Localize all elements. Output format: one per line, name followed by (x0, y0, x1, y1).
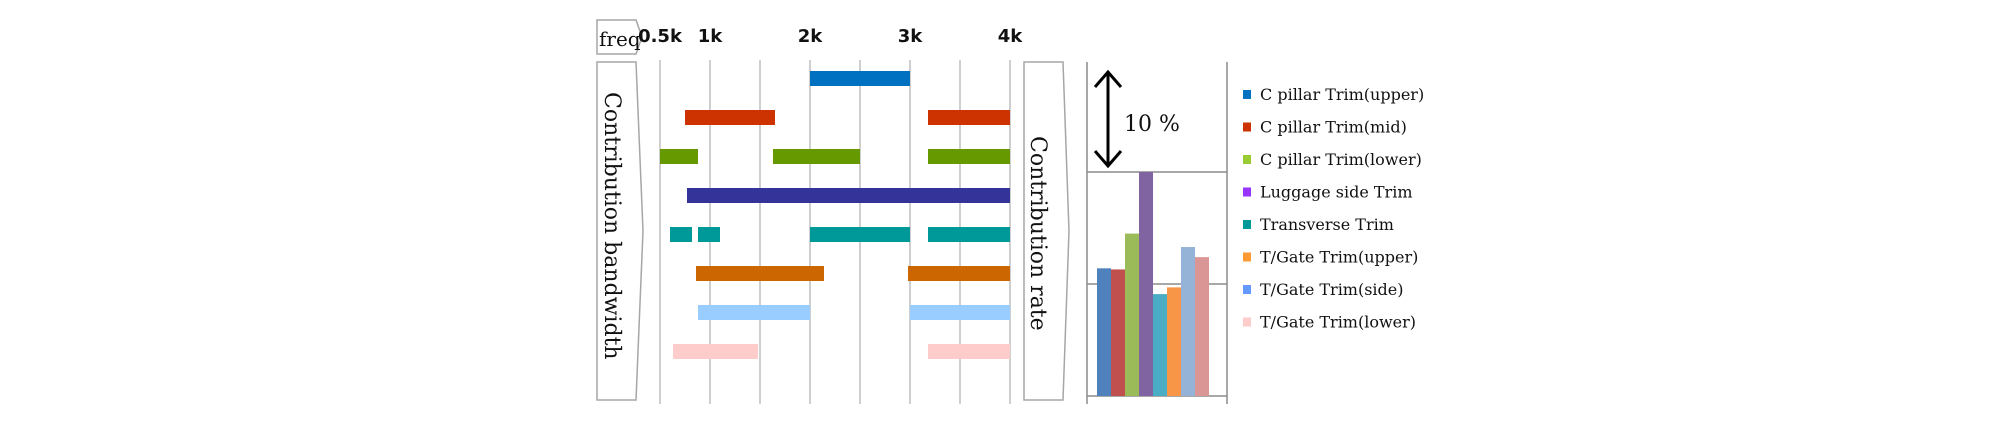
legend-swatch-c-pillar-trim-upper (1243, 90, 1251, 99)
range-bar-t-gate-trim-upper (696, 266, 824, 281)
range-bar-c-pillar-trim-lower (928, 149, 1010, 164)
rate-axis-label: Contribution rate (1025, 136, 1050, 331)
range-bar-t-gate-trim-lower (928, 344, 1010, 359)
legend-label-c-pillar-trim-lower: C pillar Trim(lower) (1260, 150, 1422, 169)
legend-label-t-gate-trim-lower: T/Gate Trim(lower) (1260, 313, 1416, 332)
rate-bar-luggage-side-trim (1139, 172, 1153, 396)
legend-swatch-t-gate-trim-lower (1243, 317, 1251, 327)
legend-label-c-pillar-trim-upper: C pillar Trim(upper) (1260, 85, 1424, 104)
legend-swatch-t-gate-trim-side (1243, 285, 1251, 294)
range-bar-t-gate-trim-lower (673, 344, 758, 359)
range-bar-c-pillar-trim-upper (810, 71, 910, 86)
range-bar-luggage-side-trim (687, 188, 1010, 203)
range-bar-c-pillar-trim-lower (773, 149, 860, 164)
range-bar-t-gate-trim-upper (908, 266, 1010, 281)
range-bar-transverse-trim (670, 227, 692, 242)
rate-bar-t-gate-trim-upper (1167, 287, 1181, 396)
legend: C pillar Trim(upper) C pillar Trim(mid) C … (1243, 85, 1424, 332)
rate-bar-c-pillar-trim-mid (1111, 269, 1125, 396)
bandwidth-tick-labels: 0.5k 1k 2k 3k 4k (638, 26, 1023, 47)
tick-label: 1k (698, 26, 724, 47)
tick-label: 3k (898, 26, 924, 47)
scale-annotation: 10 % (1124, 112, 1180, 137)
legend-swatch-c-pillar-trim-mid (1243, 122, 1251, 132)
rate-bar-c-pillar-trim-upper (1097, 268, 1111, 396)
range-bar-c-pillar-trim-mid (928, 110, 1010, 125)
rate-bar-t-gate-trim-lower (1195, 257, 1209, 396)
range-bar-c-pillar-trim-mid (685, 110, 775, 125)
range-bar-transverse-trim (810, 227, 910, 242)
range-bar-t-gate-trim-side (698, 305, 810, 320)
legend-swatch-luggage-side-trim (1243, 187, 1251, 197)
freq-label-box: freq (596, 19, 643, 55)
legend-label-c-pillar-trim-mid: C pillar Trim(mid) (1260, 118, 1407, 137)
bandwidth-label-box: Contribution bandwidth (596, 61, 644, 401)
tick-label: 2k (798, 26, 824, 47)
legend-label-transverse-trim: Transverse Trim (1260, 215, 1394, 234)
legend-swatch-c-pillar-trim-lower (1243, 155, 1251, 164)
range-bar-transverse-trim (928, 227, 1010, 242)
rate-bar-c-pillar-trim-lower (1125, 233, 1139, 396)
legend-swatch-t-gate-trim-upper (1243, 252, 1251, 262)
legend-label-luggage-side-trim: Luggage side Trim (1260, 183, 1412, 202)
legend-swatch-transverse-trim (1243, 220, 1251, 229)
rate-bars (1097, 172, 1209, 396)
rate-bar-transverse-trim (1153, 294, 1167, 396)
legend-label-t-gate-trim-upper: T/Gate Trim(upper) (1260, 248, 1418, 267)
scale-arrow (1093, 69, 1123, 169)
range-bar-transverse-trim (698, 227, 720, 242)
tick-label: 0.5k (638, 26, 683, 47)
range-bar-t-gate-trim-side (910, 305, 1010, 320)
rate-label-box: Contribution rate (1023, 61, 1070, 401)
freq-label: freq (599, 27, 641, 51)
tick-label: 4k (998, 26, 1024, 47)
legend-label-t-gate-trim-side: T/Gate Trim(side) (1260, 280, 1404, 299)
bandwidth-axis-label: Contribution bandwidth (599, 92, 624, 360)
range-bar-c-pillar-trim-lower (660, 149, 698, 164)
bandwidth-bars (660, 71, 1010, 359)
rate-bar-t-gate-trim-side (1181, 247, 1195, 396)
